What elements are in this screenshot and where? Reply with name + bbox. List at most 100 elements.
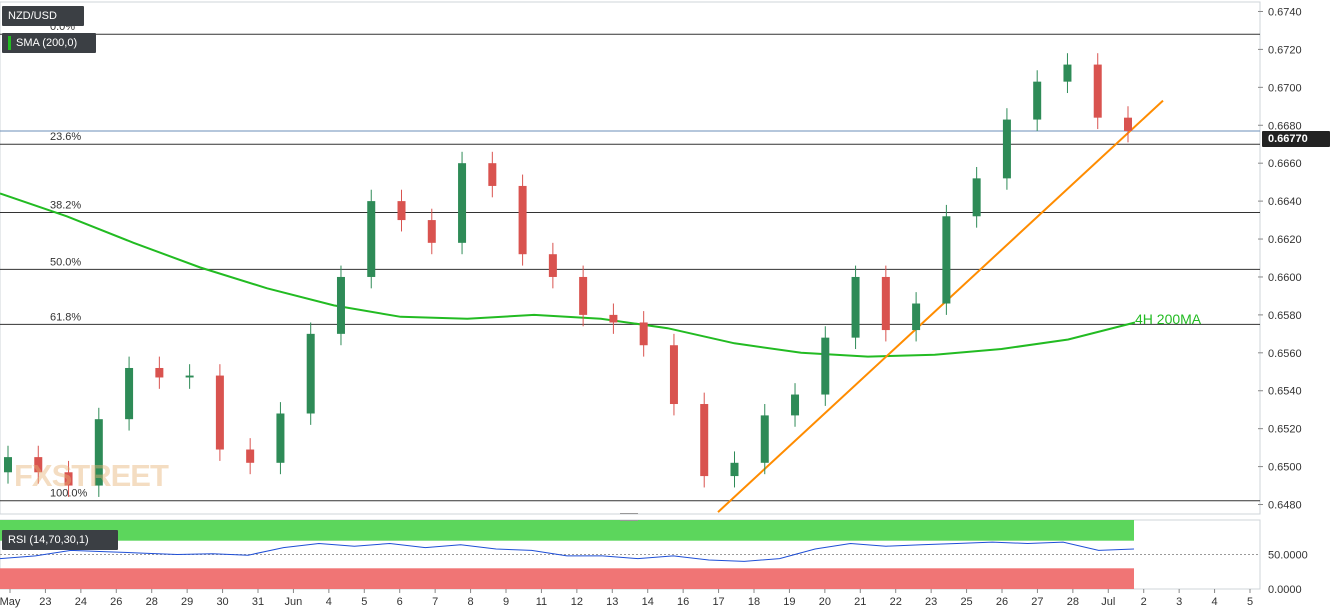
y-tick-label: 0.6620 <box>1268 234 1302 246</box>
candle-body <box>397 201 406 221</box>
candle-body <box>458 163 467 243</box>
x-tick-label: 16 <box>677 596 689 608</box>
candle-body <box>4 457 12 473</box>
y-tick-label: 0.6520 <box>1268 424 1302 436</box>
candle-body <box>1002 119 1011 179</box>
candle-body <box>791 394 800 416</box>
x-tick-label: 4 <box>1212 596 1218 608</box>
sma-200-line <box>0 192 1136 358</box>
x-tick-label: 28 <box>1067 596 1079 608</box>
candle-body <box>881 276 890 331</box>
x-tick-label: 27 <box>1031 596 1043 608</box>
current-price-badge: 0.66770 <box>1262 131 1330 147</box>
x-tick-label: 18 <box>748 596 760 608</box>
x-tick-label: Jul <box>1101 596 1115 608</box>
sma-label: SMA (200,0) <box>16 37 78 49</box>
candle-body <box>125 367 134 420</box>
y-tick-label: 0.6680 <box>1268 120 1302 132</box>
candle-body <box>548 254 557 277</box>
ma-annotation: 4H 200MA <box>1135 311 1202 327</box>
candle-body <box>1093 64 1102 118</box>
candle-body <box>34 457 43 473</box>
candle-body <box>700 404 709 477</box>
y-tick-label: 0.6560 <box>1268 348 1302 360</box>
x-tick-label: 2 <box>1141 596 1147 608</box>
x-tick-label: 13 <box>606 596 618 608</box>
x-tick-label: 25 <box>960 596 972 608</box>
y-tick-label: 0.6640 <box>1268 196 1302 208</box>
rsi-y-tick-label: 0.0000 <box>1268 584 1302 596</box>
y-tick-label: 0.6660 <box>1268 158 1302 170</box>
candle-body <box>488 163 497 186</box>
candle-body <box>367 201 376 277</box>
candle-body <box>518 185 527 255</box>
x-tick-label: 26 <box>996 596 1008 608</box>
candle-body <box>427 220 436 243</box>
rsi-line <box>0 541 1135 562</box>
candle-body <box>639 322 648 346</box>
candle-body <box>821 337 830 395</box>
x-tick-label: May <box>0 596 21 608</box>
x-tick-label: 23 <box>39 596 51 608</box>
sma-color-swatch <box>8 36 11 51</box>
fib-level-label: 23.6% <box>50 131 81 143</box>
x-tick-label: 19 <box>783 596 795 608</box>
x-tick-label: 3 <box>1176 596 1182 608</box>
candle-body <box>215 375 224 450</box>
x-tick-label: 9 <box>503 596 509 608</box>
fib-level-label: 61.8% <box>50 311 81 323</box>
y-tick-label: 0.6720 <box>1268 44 1302 56</box>
x-tick-label: 21 <box>854 596 866 608</box>
x-tick-label: 30 <box>216 596 228 608</box>
candle-body <box>972 178 981 217</box>
x-tick-label: 5 <box>361 596 367 608</box>
x-tick-label: 12 <box>571 596 583 608</box>
symbol-badge[interactable]: NZD/USD <box>2 6 84 26</box>
candle-body <box>1033 81 1042 120</box>
x-tick-label: 6 <box>397 596 403 608</box>
fib-level-label: 38.2% <box>50 199 81 211</box>
fxstreet-watermark: FXSTREET <box>14 458 169 493</box>
y-tick-label: 0.6540 <box>1268 386 1302 398</box>
candle-body <box>336 276 345 334</box>
candle-body <box>609 314 618 323</box>
y-tick-label: 0.6580 <box>1268 310 1302 322</box>
rsi-y-tick-label: 50.0000 <box>1268 550 1308 562</box>
x-tick-label: 14 <box>642 596 654 608</box>
y-tick-label: 0.6600 <box>1268 272 1302 284</box>
rsi-oversold-band <box>0 568 1134 589</box>
y-tick-label: 0.6480 <box>1268 500 1302 512</box>
y-tick-label: 0.6740 <box>1268 6 1302 18</box>
sma-legend-badge[interactable]: SMA (200,0) <box>2 33 96 53</box>
candle-body <box>64 472 73 486</box>
candle-body <box>246 449 255 463</box>
pane-resize-handle[interactable] <box>620 513 638 521</box>
x-tick-label: 5 <box>1247 596 1253 608</box>
x-tick-label: 4 <box>326 596 332 608</box>
x-tick-label: 26 <box>110 596 122 608</box>
rsi-legend-badge[interactable]: RSI (14,70,30,1) <box>2 530 118 550</box>
fib-level-label: 50.0% <box>50 256 81 268</box>
x-tick-label: 28 <box>146 596 158 608</box>
rsi-overbought-band <box>0 520 1134 541</box>
candle-body <box>306 333 315 414</box>
candle-body <box>730 462 739 477</box>
candle-body <box>851 276 860 338</box>
x-tick-label: 17 <box>712 596 724 608</box>
x-tick-label: 31 <box>252 596 264 608</box>
candle-body <box>579 276 588 315</box>
x-tick-label: Jun <box>285 596 303 608</box>
x-tick-label: 22 <box>890 596 902 608</box>
main-pane-frame <box>0 1 1261 515</box>
candle-body <box>1124 117 1132 131</box>
candle-body <box>185 375 194 378</box>
x-tick-label: 29 <box>181 596 193 608</box>
y-tick-label: 0.6500 <box>1268 462 1302 474</box>
candle-body <box>155 367 164 378</box>
candle-body <box>760 415 769 463</box>
candle-body <box>94 419 103 486</box>
x-tick-label: 8 <box>468 596 474 608</box>
candle-body <box>1063 64 1072 82</box>
x-tick-label: 20 <box>819 596 831 608</box>
